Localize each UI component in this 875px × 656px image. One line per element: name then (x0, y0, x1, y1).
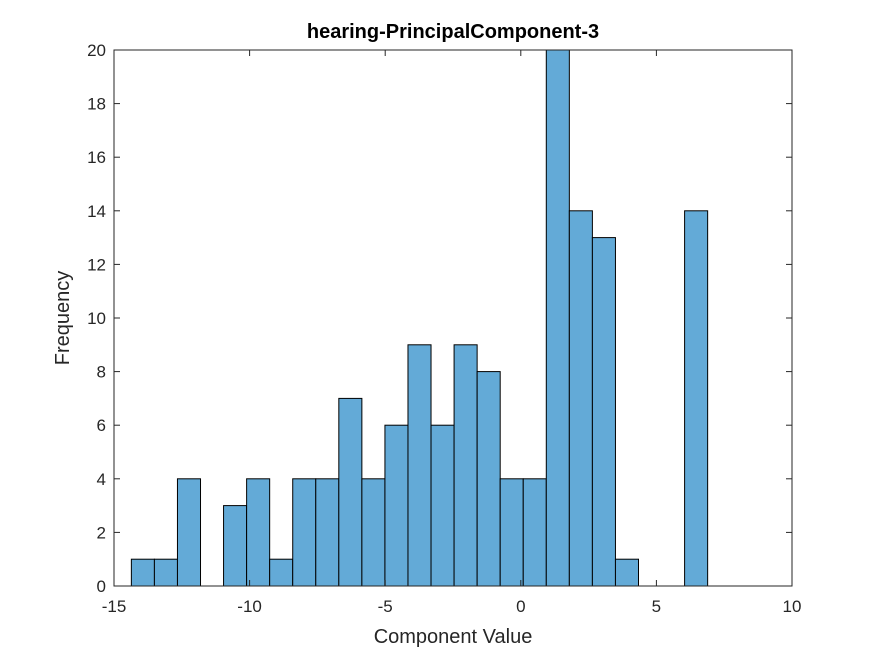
histogram-bar (453, 344, 478, 587)
histogram-bar (153, 558, 178, 587)
x-axis-ticks: -15 -10 -5 0 5 10 (102, 50, 802, 616)
histogram-bar (246, 478, 271, 587)
histogram-bar (614, 558, 640, 587)
histogram-bar (499, 478, 524, 587)
x-tick-label: 10 (783, 597, 802, 616)
histogram-bar (522, 478, 547, 587)
y-tick-label: 14 (87, 202, 106, 221)
histogram-bar (338, 397, 363, 587)
chart-title: hearing-PrincipalComponent-3 (307, 21, 599, 43)
y-tick-label: 0 (97, 577, 106, 596)
x-tick-label: -10 (237, 597, 262, 616)
y-tick-label: 8 (97, 363, 106, 382)
x-tick-label: -15 (102, 597, 127, 616)
histogram-bar (269, 558, 294, 587)
x-tick-label: -5 (378, 597, 393, 616)
histogram-bar (430, 424, 455, 587)
x-tick-label: 0 (516, 597, 525, 616)
y-tick-label: 10 (87, 309, 106, 328)
histogram-bar (591, 237, 616, 587)
histogram-bar (130, 558, 155, 587)
y-tick-label: 2 (97, 523, 106, 542)
y-tick-label: 6 (97, 416, 106, 435)
x-tick-label: 5 (652, 597, 661, 616)
histogram-bar (545, 49, 570, 587)
histogram-bar (176, 478, 202, 587)
y-axis-ticks: 0 2 4 6 8 10 12 14 16 18 20 (87, 41, 792, 596)
y-tick-label: 16 (87, 148, 106, 167)
histogram-bar (361, 478, 386, 587)
y-tick-label: 18 (87, 95, 106, 114)
y-tick-label: 12 (87, 255, 106, 274)
histogram-bar (476, 371, 501, 587)
histogram-bars (130, 49, 709, 587)
histogram-bar (223, 505, 248, 587)
y-tick-label: 20 (87, 41, 106, 60)
y-tick-label: 4 (97, 470, 106, 489)
y-axis-label: Frequency (52, 271, 74, 366)
histogram-bar (384, 424, 409, 587)
histogram-bar (568, 210, 593, 587)
histogram-bar (315, 478, 340, 587)
histogram-bar (292, 478, 317, 587)
histogram-bar (407, 344, 432, 587)
x-axis-label: Component Value (374, 626, 533, 648)
histogram-bar (684, 210, 709, 587)
